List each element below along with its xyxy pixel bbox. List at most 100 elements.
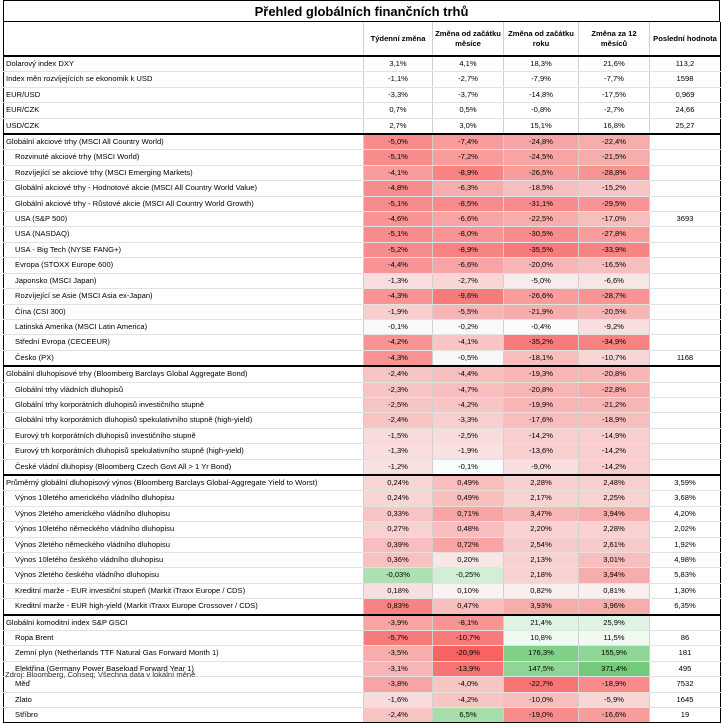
weekly-change-cell: -4,6% <box>363 211 433 228</box>
row-label: Střední Evropa (CECEEUR) <box>3 334 364 351</box>
last-value-cell: 5,83% <box>649 567 721 584</box>
weekly-change-cell: -5,1% <box>363 149 433 166</box>
ytd-change-cell: 2,13% <box>503 552 579 569</box>
12m-change-cell: 11,5% <box>578 630 650 647</box>
last-value-cell <box>649 288 721 305</box>
mtd-change-cell: -2,7% <box>432 71 504 88</box>
ytd-change-cell: -26,5% <box>503 165 579 182</box>
12m-change-cell: -18,9% <box>578 676 650 693</box>
last-value-cell <box>649 165 721 182</box>
table-row: Střední Evropa (CECEEUR) -4,2% -4,1% -35,2%… <box>3 334 721 351</box>
col-header-weekly: Týdenní změna <box>363 22 433 57</box>
table-row: Čína (CSI 300) -1,9% -5,5% -21,9% -20,5% <box>3 304 721 320</box>
12m-change-cell: -27,8% <box>578 226 650 243</box>
weekly-change-cell: -0,1% <box>363 319 433 336</box>
12m-change-cell: -2,7% <box>578 102 650 119</box>
12m-change-cell: -7,7% <box>578 71 650 88</box>
row-label: Elektřina (Germany Power Baseload Forwar… <box>3 661 364 678</box>
row-label: EUR/CZK <box>3 102 364 119</box>
table-row: Zlato -1,6% -4,2% -10,0% -5,9% 1645 <box>3 692 721 709</box>
source-note: Zdroj: Bloomberg, Conseq; Všechna data v… <box>5 670 196 679</box>
weekly-change-cell: -4,4% <box>363 257 433 274</box>
mtd-change-cell: -4,2% <box>432 397 504 414</box>
last-value-cell <box>649 257 721 274</box>
ytd-change-cell: -14,2% <box>503 428 579 445</box>
weekly-change-cell: 0,18% <box>363 583 433 600</box>
ytd-change-cell: 10,8% <box>503 630 579 647</box>
ytd-change-cell: -31,1% <box>503 196 579 213</box>
last-value-cell <box>649 319 721 336</box>
table-row: Index měn rozvíjejících se ekonomik k US… <box>3 71 721 88</box>
market-table: Týdenní změna Změna od začátku měsíce Zm… <box>3 22 721 723</box>
table-body: Dolarový index DXY 3,1% 4,1% 18,3% 21,6% 113,… <box>3 56 721 723</box>
table-row: Průměrný globální dluhopisový výnos (Blo… <box>3 473 721 492</box>
row-label: Globální trhy korporátních dluhopisů spe… <box>3 412 364 429</box>
12m-change-cell: -22,4% <box>578 133 650 151</box>
12m-change-cell: 21,6% <box>578 56 650 73</box>
last-value-cell: 0,969 <box>649 87 721 104</box>
mtd-change-cell: -20,9% <box>432 645 504 662</box>
12m-change-cell: 2,25% <box>578 490 650 507</box>
table-row: Elektřina (Germany Power Baseload Forwar… <box>3 661 721 678</box>
mtd-change-cell: -3,3% <box>432 412 504 429</box>
last-value-cell: 1,30% <box>649 583 721 600</box>
mtd-change-cell: -4,7% <box>432 382 504 398</box>
last-value-cell: 4,20% <box>649 506 721 523</box>
row-label: Latinská Amerika (MSCI Latin America) <box>3 319 364 336</box>
last-value-cell: 3,68% <box>649 490 721 507</box>
table-row: Výnos 2letého amerického vládního dluhop… <box>3 506 721 523</box>
col-header-last: Poslední hodnota <box>649 22 721 57</box>
last-value-cell <box>649 412 721 429</box>
row-label: Globální dluhopisové trhy (Bloomberg Bar… <box>3 365 364 383</box>
mtd-change-cell: -5,5% <box>432 304 504 320</box>
table-row: Globální dluhopisové trhy (Bloomberg Bar… <box>3 365 721 383</box>
table-row: USD/CZK 2,7% 3,0% 15,1% 16,8% 25,27 <box>3 118 721 135</box>
mtd-change-cell: 0,72% <box>432 537 504 554</box>
12m-change-cell: -34,9% <box>578 334 650 351</box>
12m-change-cell: -14,2% <box>578 459 650 476</box>
last-value-cell: 3693 <box>649 211 721 228</box>
last-value-cell: 113,2 <box>649 56 721 73</box>
last-value-cell: 1598 <box>649 71 721 88</box>
weekly-change-cell: 0,24% <box>363 490 433 507</box>
ytd-change-cell: -13,6% <box>503 443 579 460</box>
12m-change-cell: 155,9% <box>578 645 650 662</box>
last-value-cell: 1,92% <box>649 537 721 554</box>
last-value-cell: 25,27 <box>649 118 721 135</box>
row-label: Výnos 10letého německého vládního dluhop… <box>3 521 364 538</box>
ytd-change-cell: 2,20% <box>503 521 579 538</box>
weekly-change-cell: 0,36% <box>363 552 433 569</box>
last-value-cell: 24,66 <box>649 102 721 119</box>
ytd-change-cell: -21,9% <box>503 304 579 320</box>
mtd-change-cell: 0,10% <box>432 583 504 600</box>
row-label: Průměrný globální dluhopisový výnos (Blo… <box>3 473 364 492</box>
ytd-change-cell: -20,8% <box>503 382 579 398</box>
mtd-change-cell: -8,9% <box>432 165 504 182</box>
mtd-change-cell: -4,0% <box>432 676 504 693</box>
table-row: Měď -3,8% -4,0% -22,7% -18,9% 7532 <box>3 676 721 693</box>
table-row: Rozvíjející se Asie (MSCI Asia ex-Japan)… <box>3 288 721 305</box>
row-label: Rozvíjející se akciové trhy (MSCI Emergi… <box>3 165 364 182</box>
weekly-change-cell: 2,7% <box>363 118 433 135</box>
table-row: Ropa Brent -5,7% -10,7% 10,8% 11,5% 86 <box>3 630 721 647</box>
mtd-change-cell: -6,6% <box>432 211 504 228</box>
last-value-cell <box>649 334 721 351</box>
row-label: Česko (PX) <box>3 350 364 367</box>
weekly-change-cell: -1,6% <box>363 692 433 709</box>
ytd-change-cell: 176,3% <box>503 645 579 662</box>
row-label: Japonsko (MSCI Japan) <box>3 273 364 290</box>
table-row: Dolarový index DXY 3,1% 4,1% 18,3% 21,6% 113,… <box>3 56 721 73</box>
last-value-cell: 3,59% <box>649 473 721 492</box>
ytd-change-cell: 15,1% <box>503 118 579 135</box>
mtd-change-cell: -6,6% <box>432 257 504 274</box>
table-row: Japonsko (MSCI Japan) -1,3% -2,7% -5,0% -6,6… <box>3 273 721 290</box>
ytd-change-cell: -5,0% <box>503 273 579 290</box>
table-row: Globální komoditní index S&P GSCI -3,9% -8… <box>3 613 721 632</box>
table-row: Evropa (STOXX Europe 600) -4,4% -6,6% -20,0… <box>3 257 721 274</box>
ytd-change-cell: -35,5% <box>503 242 579 259</box>
last-value-cell <box>649 304 721 320</box>
last-value-cell <box>649 149 721 166</box>
ytd-change-cell: -30,5% <box>503 226 579 243</box>
ytd-change-cell: -35,2% <box>503 334 579 351</box>
table-row: Česko (PX) -4,3% -0,5% -18,1% -10,7% 1168 <box>3 350 721 367</box>
